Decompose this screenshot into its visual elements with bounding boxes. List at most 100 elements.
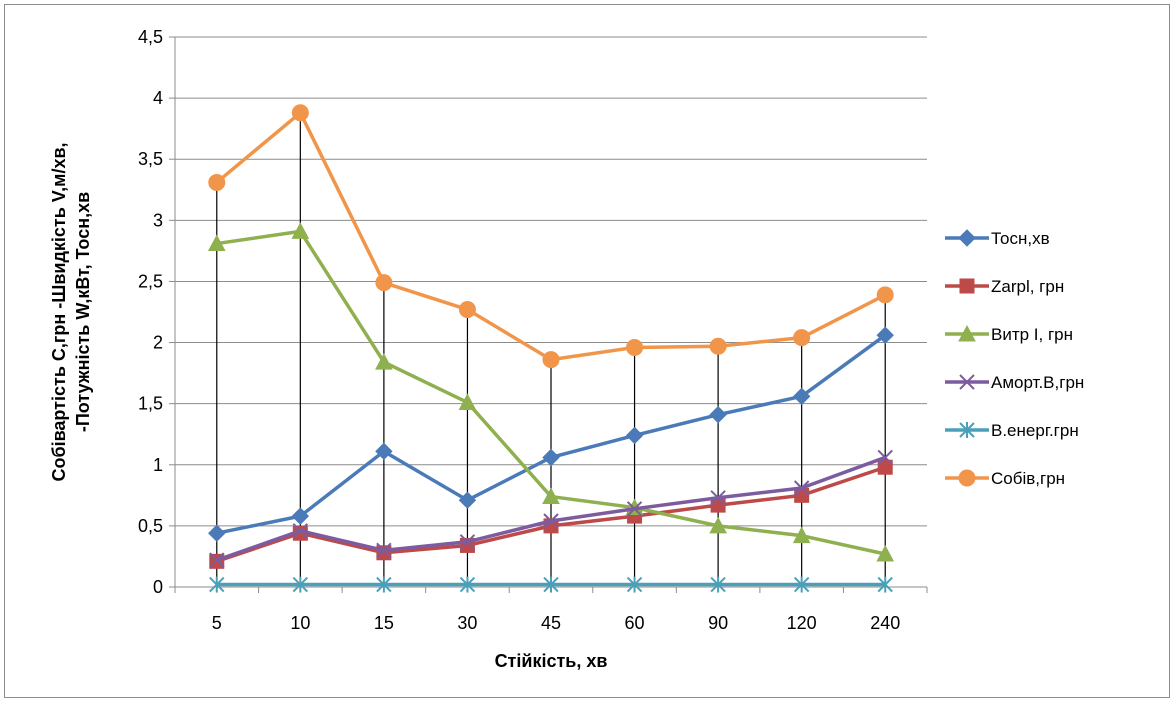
y-tick-label: 2: [153, 333, 163, 353]
data-point: [376, 576, 392, 593]
data-point: [876, 286, 894, 304]
data-point: [709, 337, 727, 355]
series-line: [215, 111, 887, 362]
y-axis-title-line-2: -Потужність W,кВт, Тосн,хв: [73, 192, 93, 432]
legend-item-6: Собів,грн: [945, 469, 1065, 488]
y-tick-label: 0,5: [138, 516, 163, 536]
legend-label: Аморт.В,грн: [991, 373, 1084, 392]
legend-marker: [959, 374, 975, 390]
series-4: [209, 449, 893, 568]
drop-lines: [216, 112, 886, 587]
data-point: [458, 491, 477, 509]
data-point: [375, 442, 393, 461]
series-group: [207, 104, 895, 593]
legend-marker: [958, 324, 976, 342]
x-tick-label: 45: [541, 613, 561, 633]
data-point: [876, 326, 894, 344]
data-point: [292, 576, 309, 593]
data-point: [794, 487, 810, 503]
legend-item-5: В.енерг.грн: [945, 421, 1079, 440]
data-point: [543, 513, 559, 529]
x-tick-label: 90: [708, 613, 728, 633]
data-point: [458, 393, 477, 410]
legend-marker: [959, 422, 975, 438]
marker-stroke: [376, 542, 392, 559]
data-point: [626, 576, 643, 593]
y-tick-label: 0: [153, 577, 163, 597]
legend-marker: [959, 278, 975, 294]
data-point: [542, 487, 560, 505]
data-point: [542, 448, 560, 467]
data-point: [792, 387, 811, 406]
data-point: [459, 534, 476, 550]
data-point: [208, 524, 226, 542]
data-point: [793, 576, 810, 593]
data-point: [792, 526, 811, 544]
x-tick-label: 15: [374, 613, 394, 633]
series-1: [208, 326, 894, 542]
data-point: [877, 459, 893, 475]
legend-label: В.енерг.грн: [991, 421, 1079, 440]
data-point: [626, 338, 644, 356]
y-tick-label: 1: [153, 455, 163, 475]
y-tick-label: 3: [153, 210, 163, 230]
data-point: [793, 480, 810, 496]
data-point: [877, 576, 893, 593]
legend-label: Тосн,хв: [991, 229, 1050, 248]
data-point: [458, 301, 476, 319]
y-tick-label: 4: [153, 88, 163, 108]
y-tick-label: 4,5: [138, 27, 163, 47]
data-point: [209, 552, 225, 568]
marker-stroke: [710, 490, 726, 506]
data-point: [709, 516, 727, 534]
y-tick-label: 3,5: [138, 149, 163, 169]
data-point: [375, 274, 393, 292]
legend-marker: [958, 229, 976, 247]
marker-stroke: [959, 374, 975, 390]
data-point: [877, 449, 893, 466]
legend-label: Zarpl, грн: [991, 277, 1064, 296]
legend-item-3: Витр I, грн: [945, 324, 1073, 344]
tick-labels: 0 0,5 1 1,5 2 2,5 3 3,5 4 4,5 5 10 15 30 45 60 90 120 240: [138, 27, 900, 633]
x-tick-label: 5: [212, 613, 222, 633]
data-point: [793, 329, 811, 347]
legend-marker: [958, 469, 976, 487]
legend: Тосн,хв Zarpl, грн Витр I, грн Аморт.В,грн В…: [945, 229, 1084, 488]
legend-item-2: Zarpl, грн: [945, 277, 1064, 296]
series-6: [208, 104, 894, 369]
data-point: [542, 351, 560, 369]
data-point: [376, 542, 392, 559]
data-point: [625, 426, 644, 445]
data-point: [626, 501, 643, 517]
data-point: [709, 405, 727, 424]
legend-label: Витр I, грн: [991, 325, 1073, 344]
data-point: [291, 104, 309, 122]
data-point: [208, 173, 226, 191]
y-tick-label: 1,5: [138, 394, 163, 414]
x-tick-label: 240: [870, 613, 900, 633]
marker-stroke: [209, 552, 225, 568]
marker-stroke: [543, 513, 559, 529]
axes: [169, 36, 928, 593]
x-tick-label: 10: [290, 613, 310, 633]
marker-stroke: [292, 523, 309, 539]
data-point: [710, 576, 726, 593]
x-tick-label: 60: [625, 613, 645, 633]
marker-stroke: [626, 501, 643, 517]
data-point: [876, 544, 895, 562]
marker-stroke: [793, 480, 810, 496]
marker-stroke: [877, 449, 893, 466]
x-axis-title: Стійкість, хв: [495, 651, 608, 671]
legend-item-4: Аморт.В,грн: [945, 373, 1084, 392]
legend-item-1: Тосн,хв: [945, 229, 1050, 248]
data-point: [710, 497, 726, 513]
data-point: [209, 576, 225, 593]
chart-frame: [4, 4, 1170, 698]
data-point: [207, 234, 226, 252]
data-point: [291, 507, 310, 525]
marker-stroke: [459, 534, 476, 550]
series-5: [209, 576, 893, 593]
data-point: [543, 576, 559, 593]
y-axis-title-line-1: Собівартість С,грн -Швидкість V,м/хв,: [49, 142, 69, 481]
